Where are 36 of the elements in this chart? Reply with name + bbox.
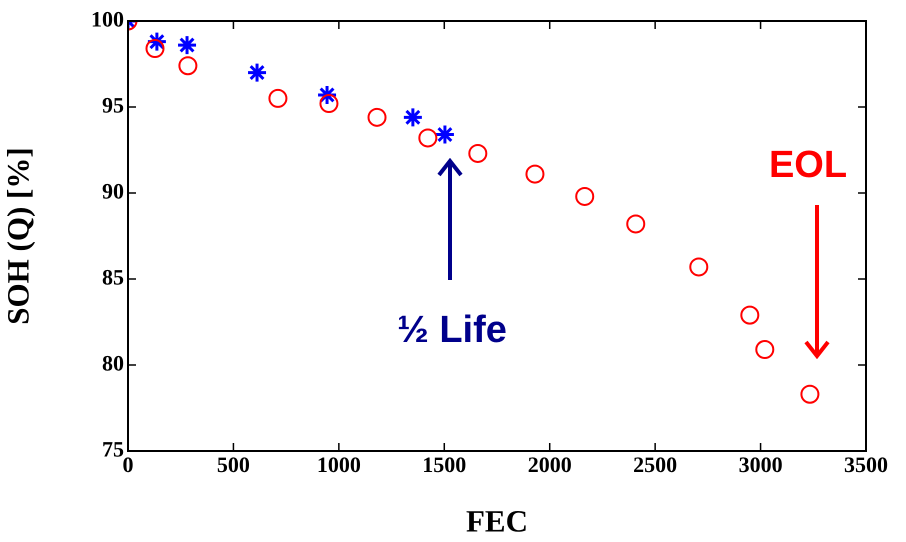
point [755, 340, 774, 360]
point [145, 39, 164, 58]
y-tick-label: 85 [102, 264, 124, 290]
point [402, 106, 424, 128]
x-tick-label: 2500 [633, 452, 678, 477]
x-tick-label: 3500 [844, 452, 888, 477]
point [246, 62, 268, 84]
point [434, 124, 456, 146]
x-tick-label: 2000 [528, 452, 572, 477]
point [319, 94, 338, 114]
x-tick-label: 500 [216, 452, 250, 477]
y-tick-label: 100 [91, 6, 124, 32]
x-axis-title: FEC [466, 503, 528, 538]
point [176, 34, 198, 56]
y-tick-label: 75 [102, 436, 124, 462]
point [418, 128, 438, 148]
point [178, 56, 198, 76]
y-axis-title: SOH (Q) [%] [0, 147, 36, 325]
point [368, 108, 387, 127]
point [575, 186, 594, 206]
point [626, 214, 646, 234]
x-tick-label: 0 [122, 452, 134, 477]
x-tick-label: 3000 [738, 452, 783, 477]
point [468, 144, 488, 163]
y-tick-label: 95 [102, 92, 124, 118]
point [268, 88, 288, 108]
point [740, 306, 760, 325]
y-tick-label: 90 [102, 178, 124, 204]
point [800, 384, 820, 404]
x-tick-label: 1000 [316, 452, 361, 477]
y-tick-label: 80 [102, 350, 124, 376]
point [525, 164, 544, 184]
annotation: EOL [768, 143, 848, 188]
x-tick-label: 1500 [422, 452, 466, 477]
point [689, 257, 708, 276]
annotation: ½ Life [396, 308, 508, 353]
